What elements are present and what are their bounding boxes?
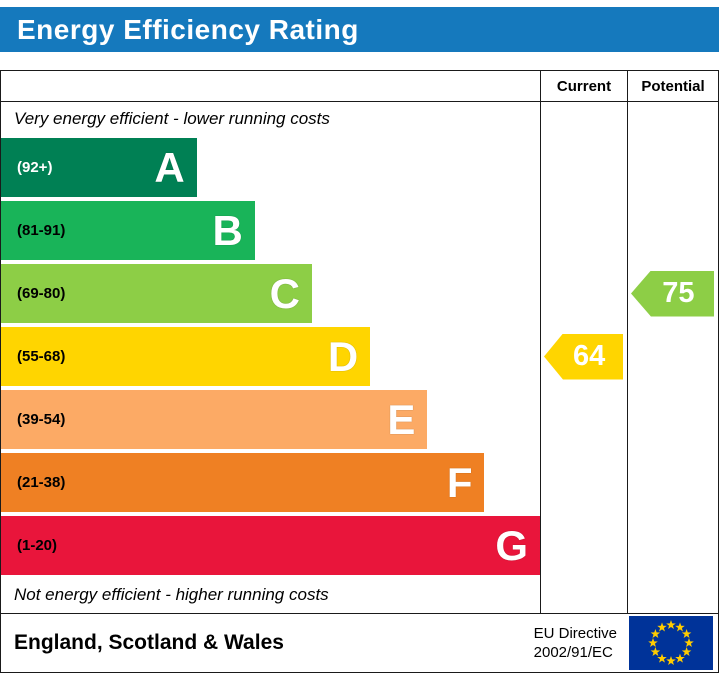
band-letter: D [327,332,359,380]
band-letter: F [446,458,473,506]
potential-column: 75 [627,102,718,613]
column-header-row: Current Potential [1,71,718,102]
potential-value: 75 [662,277,695,309]
eu-directive-label: EU Directive 2002/91/EC [534,624,617,662]
footer: England, Scotland & Wales EU Directive 2… [1,613,718,672]
band-letter: E [387,395,416,443]
band-bar-D: (55-68) D [1,327,371,386]
band-row: (55-68) D [1,325,540,388]
band-range-label: (1-20) [17,537,58,554]
band-row: (81-91) B [1,199,540,262]
eu-flag-icon [629,616,713,670]
rating-table: Current Potential Very energy efficient … [0,70,719,673]
band-row: (21-38) F [1,451,540,514]
eu-directive-line1: EU Directive [533,625,617,642]
band-range-label: (81-91) [17,222,66,239]
band-bar-G: (1-20) G [1,516,540,575]
current-column: 64 [540,102,627,613]
column-header-current: Current [540,71,627,101]
page-title: Energy Efficiency Rating [17,13,359,45]
band-range-label: (92+) [17,159,53,176]
band-row: (69-80) C [1,262,540,325]
current-value: 64 [572,340,606,372]
band-bar-F: (21-38) F [1,453,485,512]
current-arrow: 64 [544,333,623,380]
band-range-label: (21-38) [17,474,66,491]
band-letter: B [212,206,243,254]
band-letter: C [269,269,300,317]
chart-area: Very energy efficient - lower running co… [1,102,718,613]
potential-arrow: 75 [631,270,714,317]
band-bar-A: (92+) A [1,138,197,197]
column-header-potential: Potential [627,71,718,101]
title-bar: Energy Efficiency Rating [0,7,719,52]
band-range-label: (39-54) [17,411,66,428]
bottom-note: Not energy efficient - higher running co… [14,585,329,604]
band-range-label: (55-68) [17,348,66,365]
band-letter: G [495,521,528,569]
band-row: (1-20) G [1,514,540,577]
band-bar-C: (69-80) C [1,264,312,323]
band-letter: A [154,143,185,191]
bands-column: Very energy efficient - lower running co… [1,102,540,613]
eu-directive-line2: 2002/91/EC [533,644,613,661]
band-bar-E: (39-54) E [1,390,428,449]
band-range-label: (69-80) [17,285,66,302]
band-bar-B: (81-91) B [1,201,255,260]
band-row: (39-54) E [1,388,540,451]
column-header-spacer [1,71,540,101]
region-label: England, Scotland & Wales [14,631,284,654]
top-note: Very energy efficient - lower running co… [14,109,330,128]
band-row: (92+) A [1,136,540,199]
